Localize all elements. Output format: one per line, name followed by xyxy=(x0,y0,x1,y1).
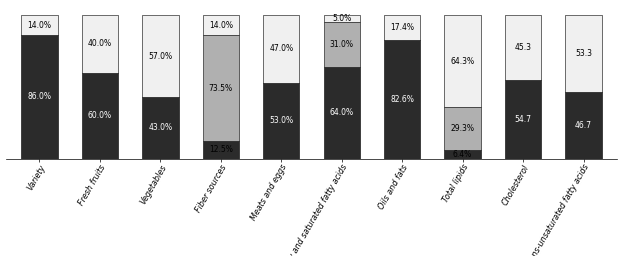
Bar xyxy=(566,92,602,159)
Text: 40.0%: 40.0% xyxy=(88,39,112,48)
Text: 54.7: 54.7 xyxy=(515,115,531,124)
Text: 17.4%: 17.4% xyxy=(390,23,414,32)
Text: 14.0%: 14.0% xyxy=(27,21,52,30)
Bar xyxy=(21,15,57,35)
Bar xyxy=(444,108,481,150)
Bar xyxy=(505,15,541,80)
Bar xyxy=(323,15,360,22)
Text: 64.3%: 64.3% xyxy=(450,57,475,66)
Bar xyxy=(82,73,118,159)
Bar xyxy=(384,15,421,40)
Text: 47.0%: 47.0% xyxy=(269,44,293,54)
Text: 53.3: 53.3 xyxy=(575,49,592,58)
Text: 73.5%: 73.5% xyxy=(209,83,233,92)
Bar xyxy=(444,150,481,159)
Bar xyxy=(566,15,602,92)
Text: 86.0%: 86.0% xyxy=(27,92,52,101)
Bar xyxy=(263,83,300,159)
Bar xyxy=(384,40,421,159)
Text: 12.5%: 12.5% xyxy=(209,145,233,154)
Bar xyxy=(323,22,360,67)
Bar xyxy=(202,15,239,35)
Bar xyxy=(505,80,541,159)
Bar xyxy=(142,15,179,97)
Text: 60.0%: 60.0% xyxy=(88,111,112,120)
Text: 57.0%: 57.0% xyxy=(148,51,173,61)
Text: 64.0%: 64.0% xyxy=(330,108,354,117)
Bar xyxy=(263,15,300,83)
Text: 53.0%: 53.0% xyxy=(269,116,293,125)
Bar xyxy=(82,15,118,73)
Text: 82.6%: 82.6% xyxy=(390,95,414,104)
Bar xyxy=(21,35,57,159)
Bar xyxy=(444,15,481,108)
Bar xyxy=(323,67,360,159)
Text: 46.7: 46.7 xyxy=(575,121,592,130)
Bar xyxy=(142,97,179,159)
Text: 45.3: 45.3 xyxy=(515,43,531,52)
Text: 29.3%: 29.3% xyxy=(450,124,475,133)
Bar xyxy=(202,141,239,159)
Text: 43.0%: 43.0% xyxy=(148,123,173,132)
Text: 31.0%: 31.0% xyxy=(330,40,354,49)
Text: 5.0%: 5.0% xyxy=(332,14,351,23)
Text: 14.0%: 14.0% xyxy=(209,21,233,30)
Text: 6.4%: 6.4% xyxy=(453,150,472,159)
Bar xyxy=(202,35,239,141)
